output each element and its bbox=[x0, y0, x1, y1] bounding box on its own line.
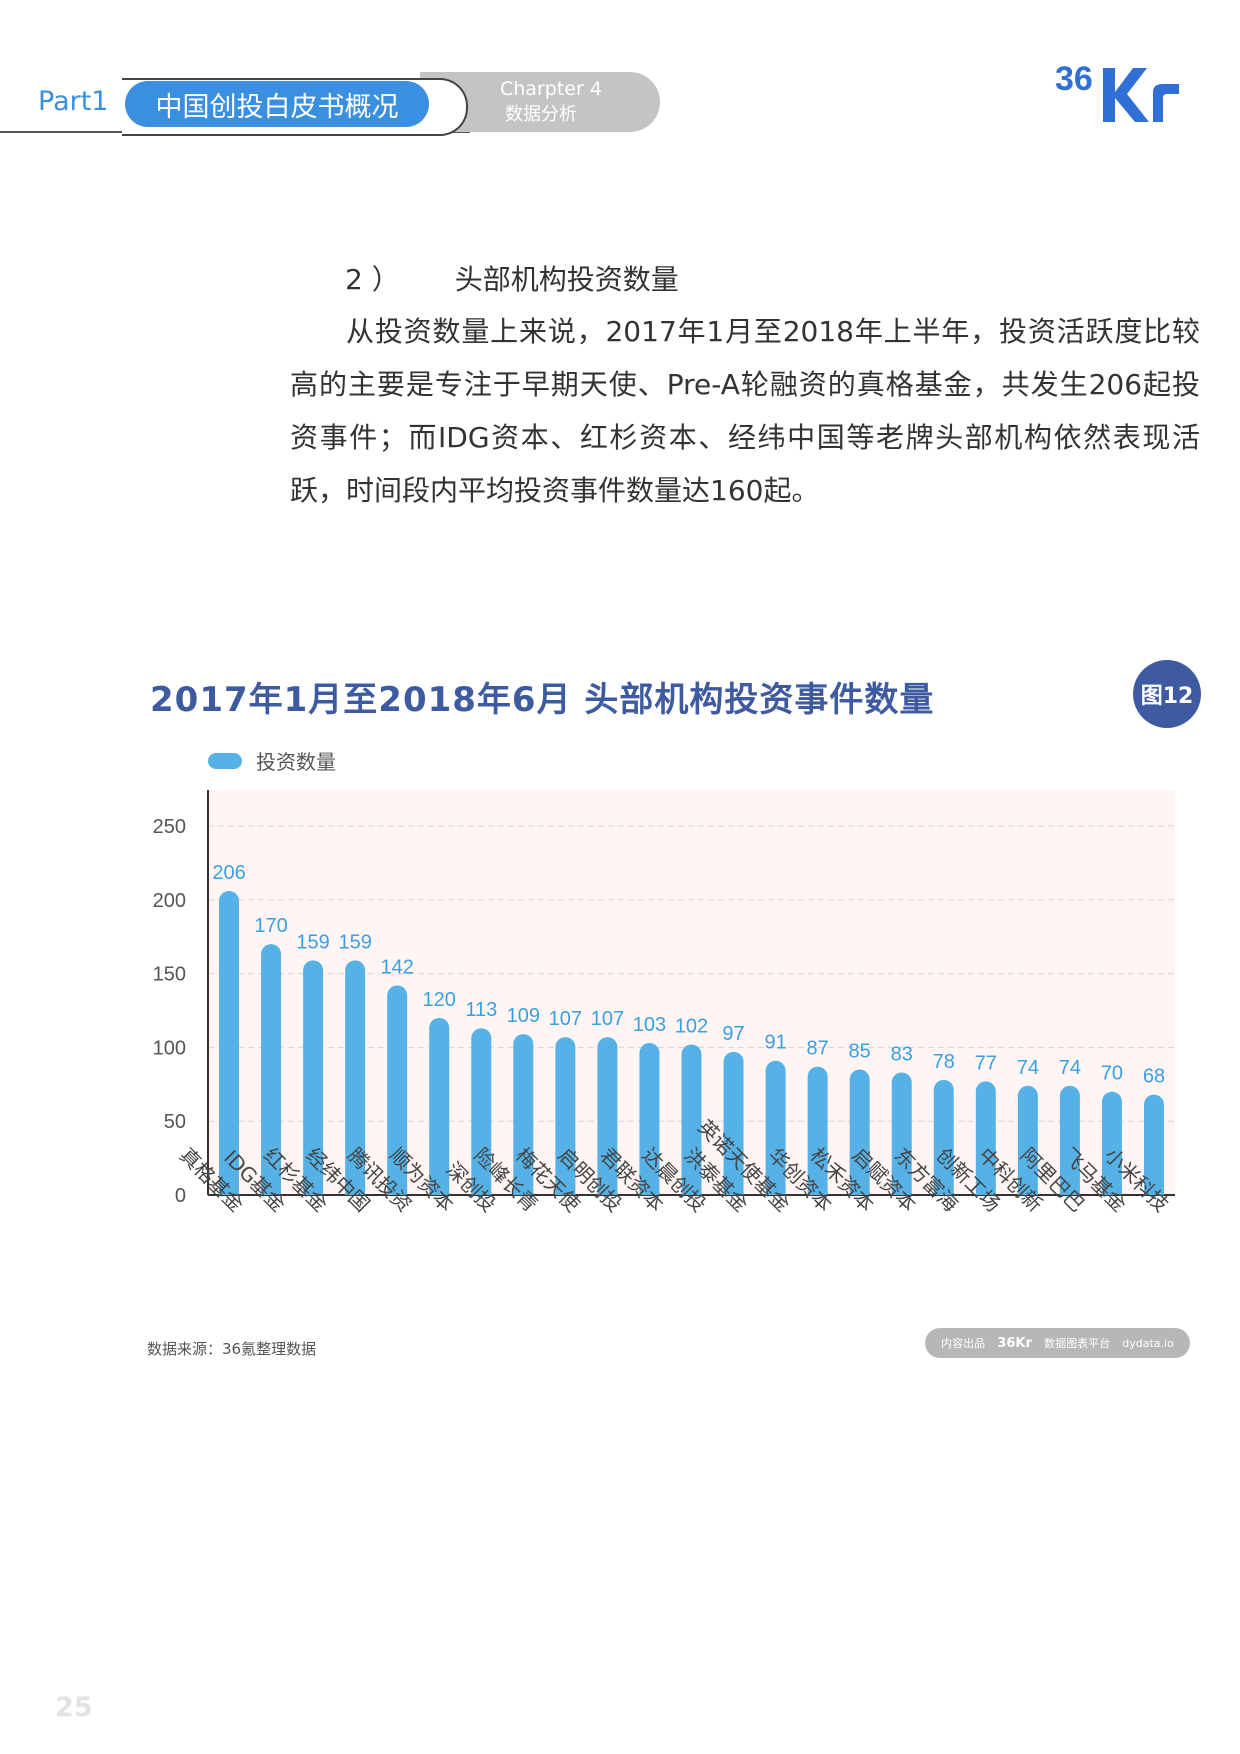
y-tick-label: 250 bbox=[153, 816, 186, 838]
bar bbox=[597, 1037, 618, 1195]
figure-badge: 图12 bbox=[1133, 660, 1201, 728]
bar-base bbox=[471, 1185, 492, 1195]
data-label: 91 bbox=[764, 1032, 786, 1054]
data-label: 113 bbox=[465, 999, 497, 1021]
bar bbox=[849, 1069, 870, 1195]
data-label: 159 bbox=[296, 931, 329, 953]
data-label: 103 bbox=[633, 1014, 666, 1036]
data-label: 120 bbox=[423, 989, 456, 1011]
footer-badge-site: dydata.io bbox=[1122, 1336, 1174, 1350]
data-label: 74 bbox=[1059, 1057, 1081, 1079]
chart-title: 2017年1月至2018年6月 头部机构投资事件数量 bbox=[150, 680, 935, 720]
bar bbox=[891, 1072, 912, 1195]
footer-badge: 内容出品 36Kr 数据图表平台 dydata.io bbox=[925, 1328, 1190, 1358]
bar bbox=[471, 1028, 492, 1195]
bar-base bbox=[303, 1185, 324, 1195]
bar-base bbox=[933, 1185, 954, 1195]
y-tick-label: 50 bbox=[164, 1111, 186, 1133]
bar bbox=[261, 944, 282, 1195]
data-label: 85 bbox=[849, 1041, 871, 1063]
data-label: 74 bbox=[1017, 1057, 1039, 1079]
bar bbox=[1059, 1085, 1080, 1195]
data-label: 97 bbox=[722, 1023, 744, 1045]
bar bbox=[345, 960, 366, 1195]
data-label: 142 bbox=[381, 956, 414, 978]
bar-base bbox=[219, 1185, 240, 1195]
body-paragraph: 从投资数量上来说，2017年1月至2018年上半年，投资活跃度比较高的主要是专注… bbox=[290, 315, 1200, 507]
bar-base bbox=[261, 1185, 282, 1195]
bar-base bbox=[1101, 1185, 1122, 1195]
part-label: Part1 bbox=[38, 86, 109, 117]
data-label: 68 bbox=[1143, 1066, 1165, 1088]
bar bbox=[1101, 1091, 1122, 1195]
data-label: 87 bbox=[807, 1038, 829, 1060]
subheading-text: 头部机构投资数量 bbox=[454, 263, 679, 296]
y-tick-label: 150 bbox=[153, 964, 186, 986]
chapter-label: Charpter 4 bbox=[500, 78, 602, 100]
36kr-logo: 36 bbox=[1055, 60, 1179, 122]
data-label: 107 bbox=[591, 1008, 624, 1030]
bar bbox=[723, 1051, 744, 1195]
bar bbox=[303, 960, 324, 1195]
bar-base bbox=[555, 1185, 576, 1195]
data-label: 78 bbox=[933, 1051, 955, 1073]
data-label: 102 bbox=[675, 1015, 708, 1037]
data-label: 159 bbox=[338, 931, 371, 953]
bar-base bbox=[807, 1185, 828, 1195]
bar bbox=[975, 1081, 996, 1195]
bar bbox=[933, 1079, 954, 1195]
bar-base bbox=[765, 1185, 786, 1195]
bar-base bbox=[891, 1185, 912, 1195]
subheading-number: 2 ） bbox=[345, 263, 400, 296]
bar bbox=[219, 890, 240, 1195]
bar bbox=[1017, 1085, 1038, 1195]
bar-base bbox=[429, 1185, 450, 1195]
footer-badge-left: 内容出品 bbox=[941, 1337, 986, 1350]
footer-badge-brand: 36Kr bbox=[997, 1335, 1032, 1351]
bar bbox=[513, 1034, 534, 1195]
bar bbox=[639, 1042, 660, 1195]
bar bbox=[555, 1037, 576, 1195]
bar-base bbox=[387, 1185, 408, 1195]
legend-label: 投资数量 bbox=[256, 750, 336, 774]
bar-base bbox=[1143, 1185, 1164, 1195]
page-number: 25 bbox=[55, 1692, 93, 1723]
bar-base bbox=[639, 1185, 660, 1195]
footer-badge-right: 数据图表平台 bbox=[1044, 1337, 1111, 1350]
data-label: 83 bbox=[891, 1043, 913, 1065]
chapter-subtitle: 数据分析 bbox=[505, 104, 577, 125]
data-source: 数据来源：36氪整理数据 bbox=[147, 1340, 317, 1358]
section-title: 中国创投白皮书概况 bbox=[125, 81, 429, 127]
y-tick-label: 200 bbox=[153, 890, 186, 912]
bar bbox=[681, 1044, 702, 1195]
bar-base bbox=[345, 1185, 366, 1195]
chart-legend: 投资数量 bbox=[208, 746, 336, 775]
data-label: 77 bbox=[975, 1052, 997, 1074]
data-label: 107 bbox=[549, 1008, 582, 1030]
data-label: 109 bbox=[507, 1005, 540, 1027]
bar bbox=[429, 1017, 450, 1195]
y-tick-label: 0 bbox=[175, 1185, 186, 1207]
bar-base bbox=[681, 1185, 702, 1195]
bar-base bbox=[597, 1185, 618, 1195]
bar-base bbox=[975, 1185, 996, 1195]
bar-base bbox=[1059, 1185, 1080, 1195]
bar bbox=[387, 985, 408, 1195]
bar-chart: 050100150200250206真格基金170IDG基金159红杉基金159… bbox=[153, 790, 1175, 1217]
bar-base bbox=[723, 1185, 744, 1195]
bar-base bbox=[513, 1185, 534, 1195]
bar bbox=[807, 1066, 828, 1195]
legend-swatch bbox=[208, 752, 242, 769]
bar-base bbox=[1017, 1185, 1038, 1195]
svg-text:36: 36 bbox=[1055, 60, 1093, 98]
y-tick-label: 100 bbox=[153, 1037, 186, 1059]
bar bbox=[765, 1060, 786, 1195]
subheading: 2 ） 头部机构投资数量 bbox=[345, 258, 679, 298]
bar bbox=[1143, 1094, 1164, 1195]
bar-base bbox=[849, 1185, 870, 1195]
data-label: 206 bbox=[212, 862, 245, 884]
data-label: 70 bbox=[1101, 1063, 1123, 1085]
data-label: 170 bbox=[254, 915, 287, 937]
